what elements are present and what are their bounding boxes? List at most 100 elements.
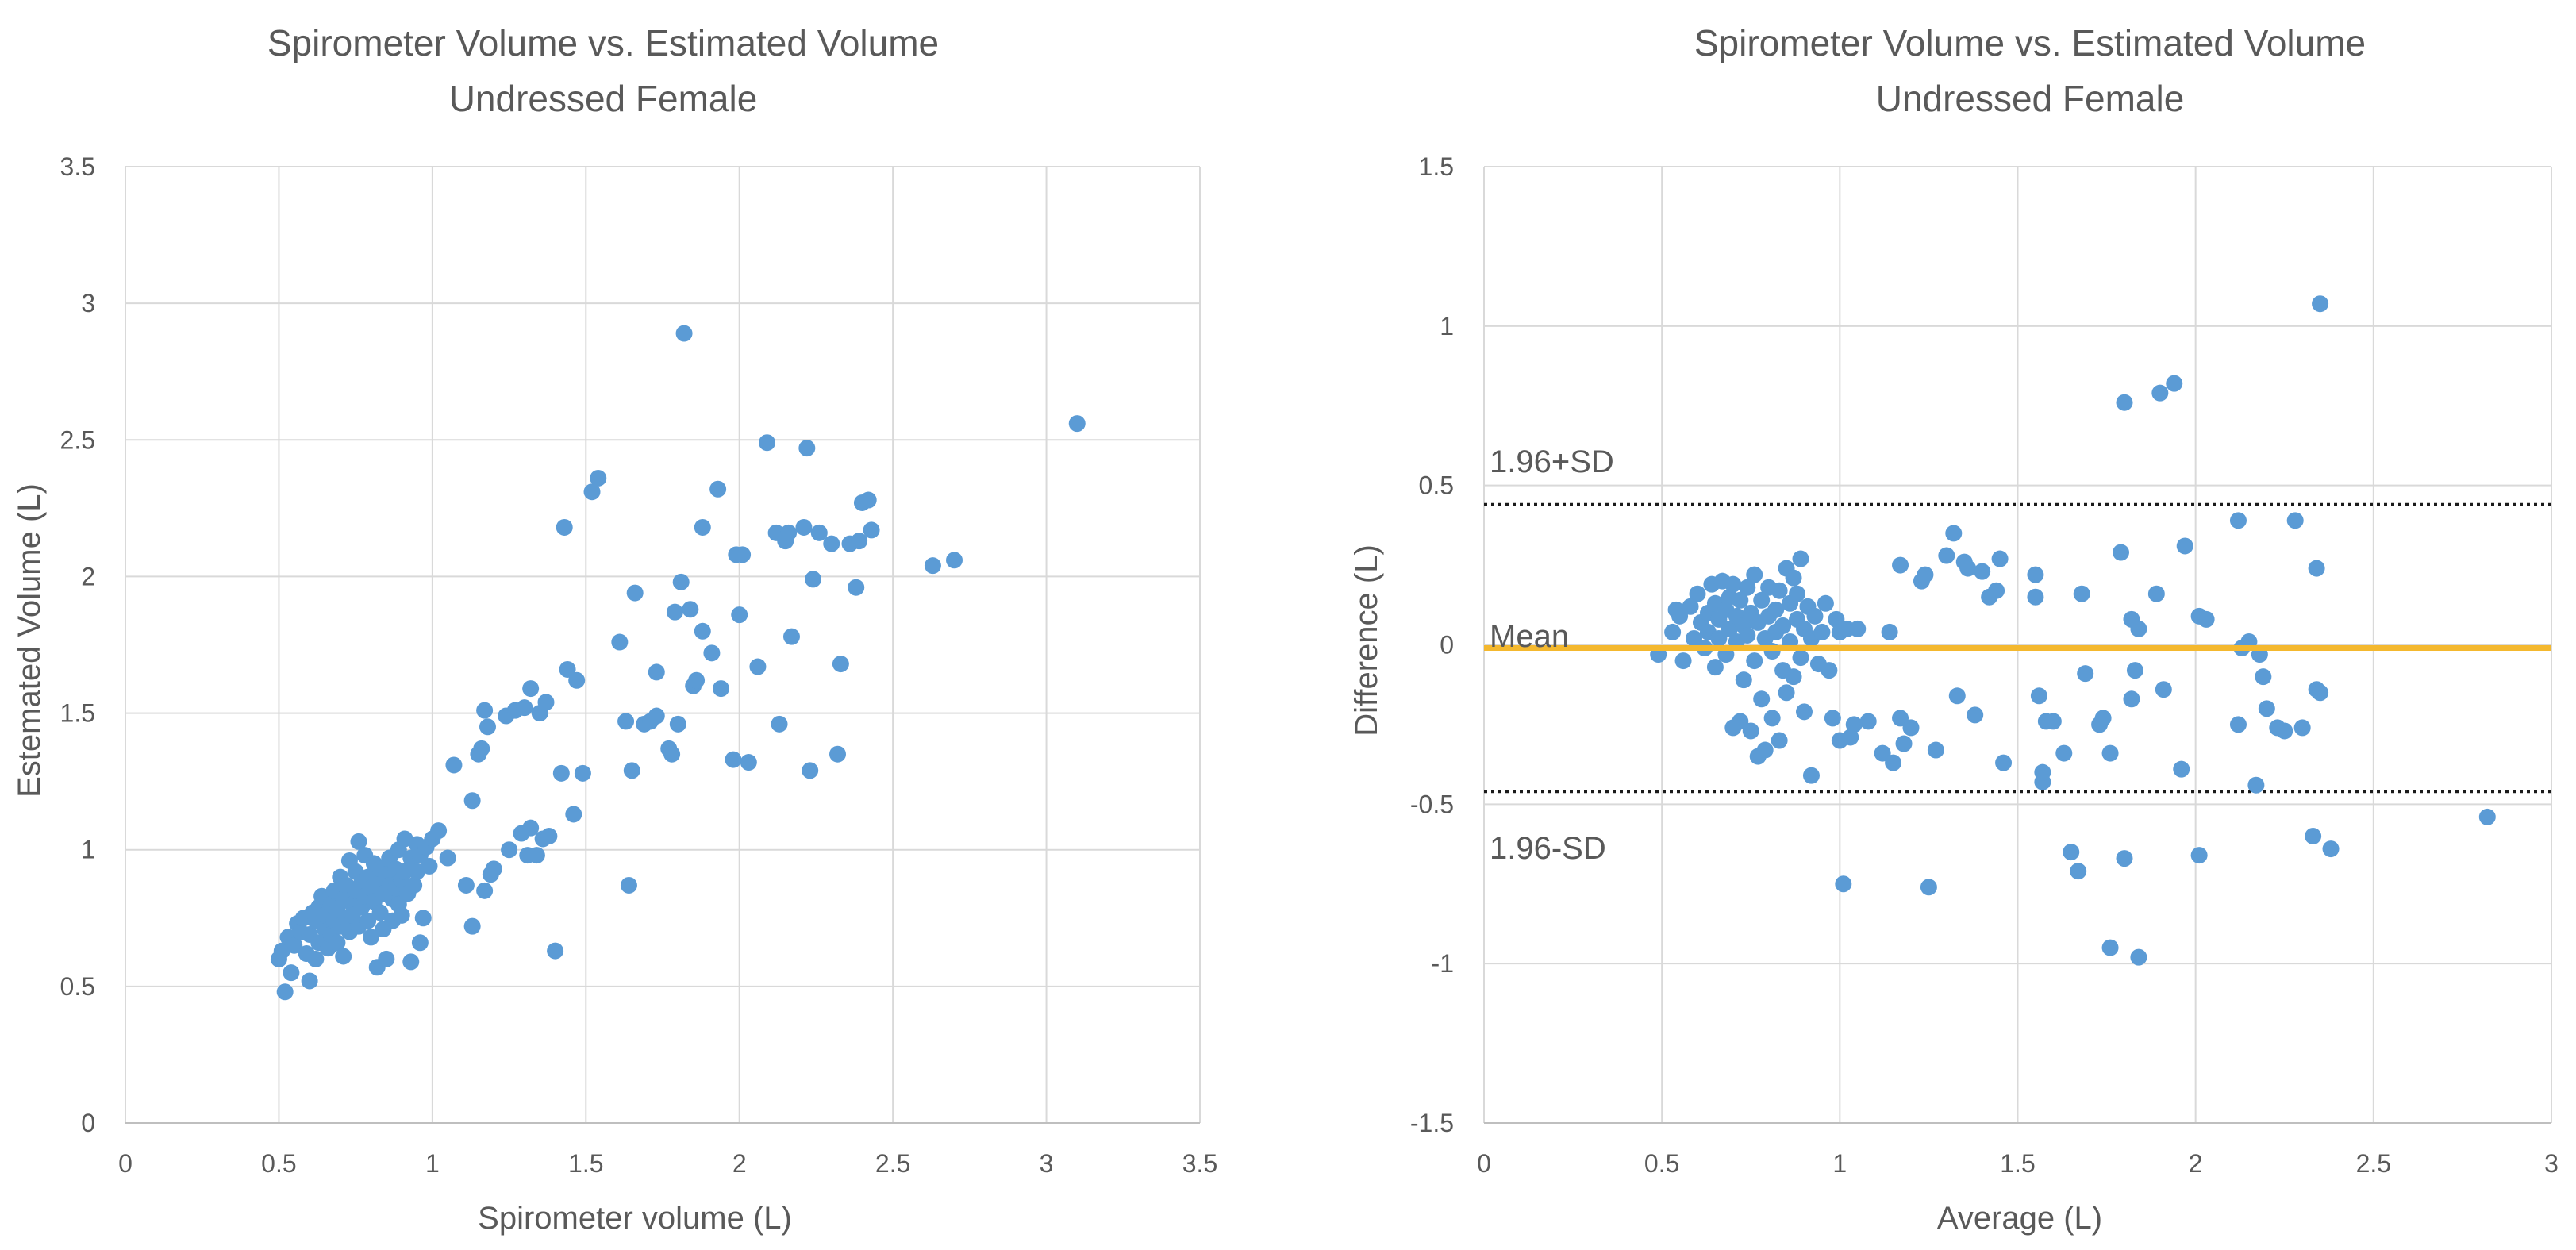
data-point: [672, 573, 690, 590]
y-tick-label: 2.5: [60, 425, 95, 454]
data-point: [501, 841, 518, 859]
data-point: [1771, 732, 1788, 749]
data-point: [725, 751, 742, 768]
data-point: [540, 828, 558, 844]
data-point: [329, 934, 346, 952]
data-point: [2478, 808, 2496, 825]
y-tick-label: 0: [81, 1109, 95, 1137]
data-point: [1735, 671, 1752, 689]
y-tick-label: 0: [1440, 631, 1454, 660]
data-point: [1895, 735, 1913, 752]
data-point: [2116, 394, 2133, 411]
data-point: [648, 663, 665, 681]
data-point: [1686, 629, 1703, 647]
data-point: [1789, 585, 1806, 602]
data-point: [1881, 623, 1898, 640]
data-point: [479, 718, 496, 736]
upper-loa-label: 1.96+SD: [1490, 444, 1614, 479]
x-tick-label: 3.5: [1182, 1149, 1217, 1178]
data-point: [1892, 710, 1909, 727]
data-point: [1920, 879, 1937, 896]
data-point: [1842, 729, 1859, 746]
data-point: [2229, 512, 2247, 529]
data-point: [2030, 687, 2047, 705]
data-point: [2197, 610, 2215, 628]
data-point: [832, 656, 849, 673]
data-point: [1817, 594, 1834, 612]
data-point: [283, 964, 300, 982]
data-point: [406, 876, 423, 894]
data-point: [780, 524, 798, 541]
chart-left-points: [270, 325, 1086, 1001]
chart-right-gridlines: [1483, 166, 2552, 1124]
data-point: [734, 546, 752, 563]
data-point: [1991, 550, 2009, 567]
data-point: [1948, 687, 1966, 705]
data-point: [798, 440, 816, 457]
chart-right-title-line1: Spirometer Volume vs. Estimated Volume: [1694, 22, 2366, 63]
data-point: [2308, 560, 2325, 577]
y-tick-label: 1.5: [1419, 152, 1454, 181]
data-point: [445, 756, 463, 774]
data-point: [694, 622, 711, 640]
data-point: [1706, 659, 1724, 676]
x-tick-label: 2: [2189, 1149, 2203, 1178]
data-point: [626, 584, 644, 602]
data-point: [1739, 579, 1756, 596]
data-point: [2123, 690, 2140, 708]
data-point: [2101, 939, 2119, 956]
data-point: [1732, 713, 1749, 730]
data-point: [301, 972, 318, 990]
data-point: [1792, 550, 1809, 567]
x-tick-label: 1: [425, 1149, 440, 1178]
data-point: [617, 713, 635, 730]
data-point: [709, 480, 727, 498]
data-point: [421, 857, 438, 875]
data-point: [2101, 744, 2119, 762]
y-tick-label: -0.5: [1410, 790, 1454, 818]
data-point: [1824, 710, 1841, 727]
chart-left-y-axis-label: Estemated Volume (L): [12, 483, 47, 798]
data-point: [611, 633, 629, 651]
data-point: [731, 606, 748, 624]
data-point: [620, 876, 637, 894]
data-point: [829, 745, 847, 763]
data-point: [522, 819, 540, 837]
data-point: [782, 628, 800, 645]
x-tick-label: 0.5: [1644, 1149, 1679, 1178]
chart-right-points: [1484, 295, 2551, 966]
data-point: [276, 983, 294, 1001]
data-point: [547, 942, 564, 960]
data-point: [1746, 566, 1763, 583]
data-point: [2286, 512, 2304, 529]
data-point: [2116, 850, 2133, 867]
x-tick-label: 2: [732, 1149, 747, 1178]
data-point: [2113, 544, 2130, 561]
data-point: [1767, 601, 1785, 618]
data-point: [2073, 585, 2090, 602]
x-tick-label: 2.5: [2356, 1149, 2391, 1178]
data-point: [1813, 623, 1831, 640]
data-point: [568, 671, 586, 689]
data-point: [362, 929, 379, 946]
data-point: [2312, 684, 2329, 702]
data-point: [863, 521, 880, 539]
data-point: [805, 571, 822, 588]
data-point: [565, 806, 582, 823]
y-tick-label: 0.5: [60, 972, 95, 1001]
data-point: [1778, 684, 1795, 702]
data-point: [1068, 415, 1086, 433]
data-point: [1821, 662, 1838, 679]
data-point: [537, 694, 555, 711]
data-point: [946, 552, 963, 569]
data-point: [1959, 560, 1977, 577]
chart-left: Spirometer Volume vs. Estimated Volume U…: [12, 22, 1217, 1236]
data-point: [411, 934, 429, 952]
data-point: [1974, 563, 1991, 580]
data-point: [476, 702, 494, 719]
y-tick-label: 2: [81, 562, 95, 590]
data-point: [393, 906, 410, 924]
data-point: [2094, 710, 2112, 727]
data-point: [2130, 948, 2147, 966]
